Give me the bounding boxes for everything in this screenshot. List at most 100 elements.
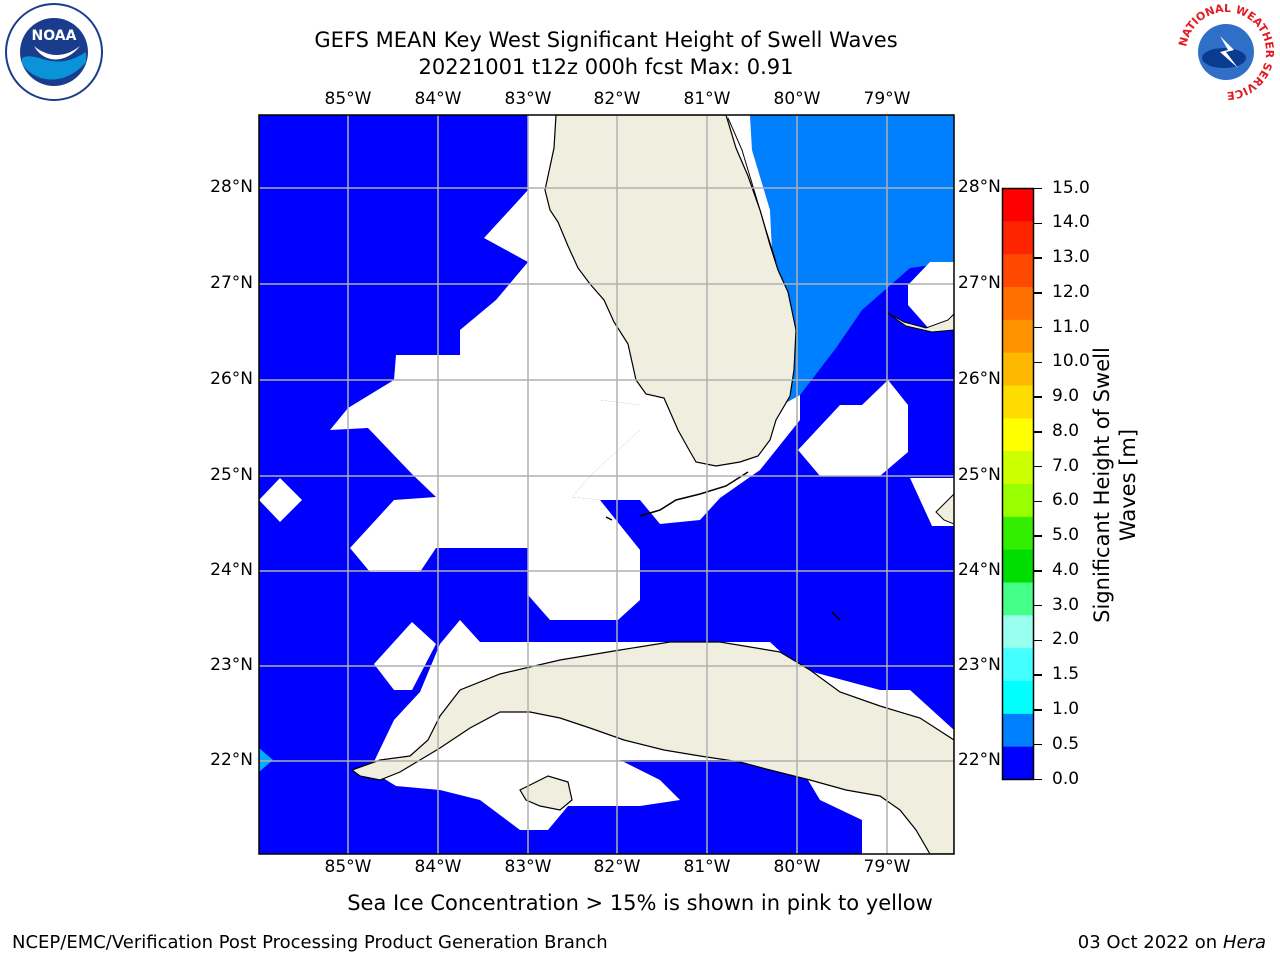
lat-tick-right: 28°N xyxy=(958,177,1001,197)
florida-land xyxy=(544,115,797,467)
lat-tick-right: 27°N xyxy=(958,273,1001,293)
colorbar-tick-label: 8.0 xyxy=(1052,420,1080,441)
colorbar-tick-mark xyxy=(1034,604,1042,607)
colorbar-segment xyxy=(1002,451,1034,485)
lon-tick-top: 85°W xyxy=(324,89,372,109)
lon-tick-bottom: 79°W xyxy=(863,857,911,877)
graticule xyxy=(259,115,954,854)
lat-tick-right: 25°N xyxy=(958,465,1001,485)
colorbar-segment xyxy=(1002,582,1034,616)
map-frame xyxy=(258,114,955,855)
colorbar-tick-label: 4.0 xyxy=(1052,559,1080,580)
lat-tick-left: 23°N xyxy=(210,655,253,675)
colorbar-segment xyxy=(1002,319,1034,354)
chart-title-line1: GEFS MEAN Key West Significant Height of… xyxy=(314,28,898,52)
colorbar-tick-label: 6.0 xyxy=(1052,490,1080,511)
lat-tick-left: 24°N xyxy=(210,560,253,580)
swell-field-10-15 xyxy=(259,748,273,772)
colorbar-segment xyxy=(1002,352,1034,386)
colorbar-segment xyxy=(1002,385,1034,419)
lon-tick-top: 81°W xyxy=(683,89,731,109)
lat-tick-left: 25°N xyxy=(210,465,253,485)
lon-tick-top: 84°W xyxy=(414,89,462,109)
colorbar-tick-label: 11.0 xyxy=(1052,316,1090,337)
colorbar-tick-label: 9.0 xyxy=(1052,386,1080,407)
lon-tick-top: 83°W xyxy=(504,89,552,109)
footer-org: NCEP/EMC/Verification Post Processing Pr… xyxy=(12,932,608,953)
colorbar-tick-mark xyxy=(1034,222,1042,224)
lon-tick-bottom: 85°W xyxy=(324,857,372,877)
cuba-land xyxy=(350,641,954,854)
colorbar-tick-mark xyxy=(1034,778,1042,781)
colorbar-tick-label: 0.5 xyxy=(1052,733,1080,754)
colorbar-segment xyxy=(1002,516,1034,551)
lon-tick-top: 82°W xyxy=(593,89,641,109)
colorbar-label: Significant Height of Swell Waves [m] xyxy=(1090,347,1140,623)
lat-tick-right: 23°N xyxy=(958,655,1001,675)
colorbar-tick-label: 0.0 xyxy=(1052,768,1080,789)
colorbar-tick-mark xyxy=(1034,396,1042,398)
colorbar-tick-mark xyxy=(1034,639,1042,642)
colorbar xyxy=(1001,187,1035,781)
lat-tick-left: 28°N xyxy=(210,177,253,197)
noaa-logo: NOAA xyxy=(4,2,104,102)
cay-sal xyxy=(831,611,841,621)
colorbar-tick-mark xyxy=(1034,431,1042,433)
florida-coast-inlet xyxy=(727,117,777,263)
lon-tick-bottom: 82°W xyxy=(593,857,641,877)
lon-tick-top: 80°W xyxy=(773,89,821,109)
bahamas-land xyxy=(885,311,954,333)
colorbar-tick-mark xyxy=(1034,326,1042,329)
colorbar-tick-label: 14.0 xyxy=(1052,212,1090,233)
colorbar-segment xyxy=(1002,254,1034,288)
footer-date: 03 Oct 2022 on Hera xyxy=(1078,932,1266,953)
lon-tick-bottom: 81°W xyxy=(683,857,731,877)
colorbar-tick-mark xyxy=(1034,292,1042,294)
colorbar-segment xyxy=(1002,549,1034,583)
colorbar-segment xyxy=(1002,681,1034,715)
colorbar-tick-mark xyxy=(1034,187,1042,190)
colorbar-tick-mark xyxy=(1034,674,1042,676)
lat-tick-left: 22°N xyxy=(210,750,253,770)
colorbar-tick-label: 1.0 xyxy=(1052,698,1080,719)
footer-machine: Hera xyxy=(1222,932,1266,953)
colorbar-tick-mark xyxy=(1034,500,1042,503)
colorbar-tick-mark xyxy=(1034,570,1042,572)
colorbar-segment xyxy=(1002,746,1034,780)
bahamas-land-south xyxy=(935,493,954,525)
colorbar-tick-mark xyxy=(1034,743,1042,746)
lat-tick-left: 26°N xyxy=(210,369,253,389)
lon-tick-bottom: 84°W xyxy=(414,857,462,877)
colorbar-tick-label: 15.0 xyxy=(1052,177,1090,198)
colorbar-tick-mark xyxy=(1034,361,1042,364)
colorbar-tick-label: 2.0 xyxy=(1052,629,1080,650)
sea-ice-caption: Sea Ice Concentration > 15% is shown in … xyxy=(347,891,933,915)
lon-tick-bottom: 83°W xyxy=(504,857,552,877)
chart-title-line2: 20221001 t12z 000h fcst Max: 0.91 xyxy=(418,55,794,79)
colorbar-tick-mark xyxy=(1034,465,1042,468)
florida-keys xyxy=(605,471,749,521)
colorbar-segment xyxy=(1002,188,1034,222)
colorbar-tick-label: 10.0 xyxy=(1052,351,1090,372)
colorbar-tick-mark xyxy=(1034,535,1042,537)
colorbar-segment xyxy=(1002,287,1034,321)
colorbar-segment xyxy=(1002,615,1034,649)
colorbar-segment xyxy=(1002,221,1034,255)
colorbar-tick-label: 12.0 xyxy=(1052,281,1090,302)
lon-tick-bottom: 80°W xyxy=(773,857,821,877)
colorbar-tick-label: 3.0 xyxy=(1052,594,1080,615)
colorbar-segment xyxy=(1002,648,1034,682)
colorbar-tick-label: 7.0 xyxy=(1052,455,1080,476)
noaa-logo-text: NOAA xyxy=(32,28,77,44)
colorbar-segment xyxy=(1002,418,1034,452)
lat-tick-right: 24°N xyxy=(958,560,1001,580)
footer-date-text: 03 Oct 2022 on xyxy=(1077,932,1223,953)
colorbar-tick-label: 1.5 xyxy=(1052,664,1080,685)
colorbar-segment xyxy=(1002,713,1034,748)
colorbar-tick-label: 5.0 xyxy=(1052,525,1080,546)
lat-tick-right: 26°N xyxy=(958,369,1001,389)
lat-tick-right: 22°N xyxy=(958,750,1001,770)
lat-tick-left: 27°N xyxy=(210,273,253,293)
colorbar-tick-mark xyxy=(1034,257,1042,259)
